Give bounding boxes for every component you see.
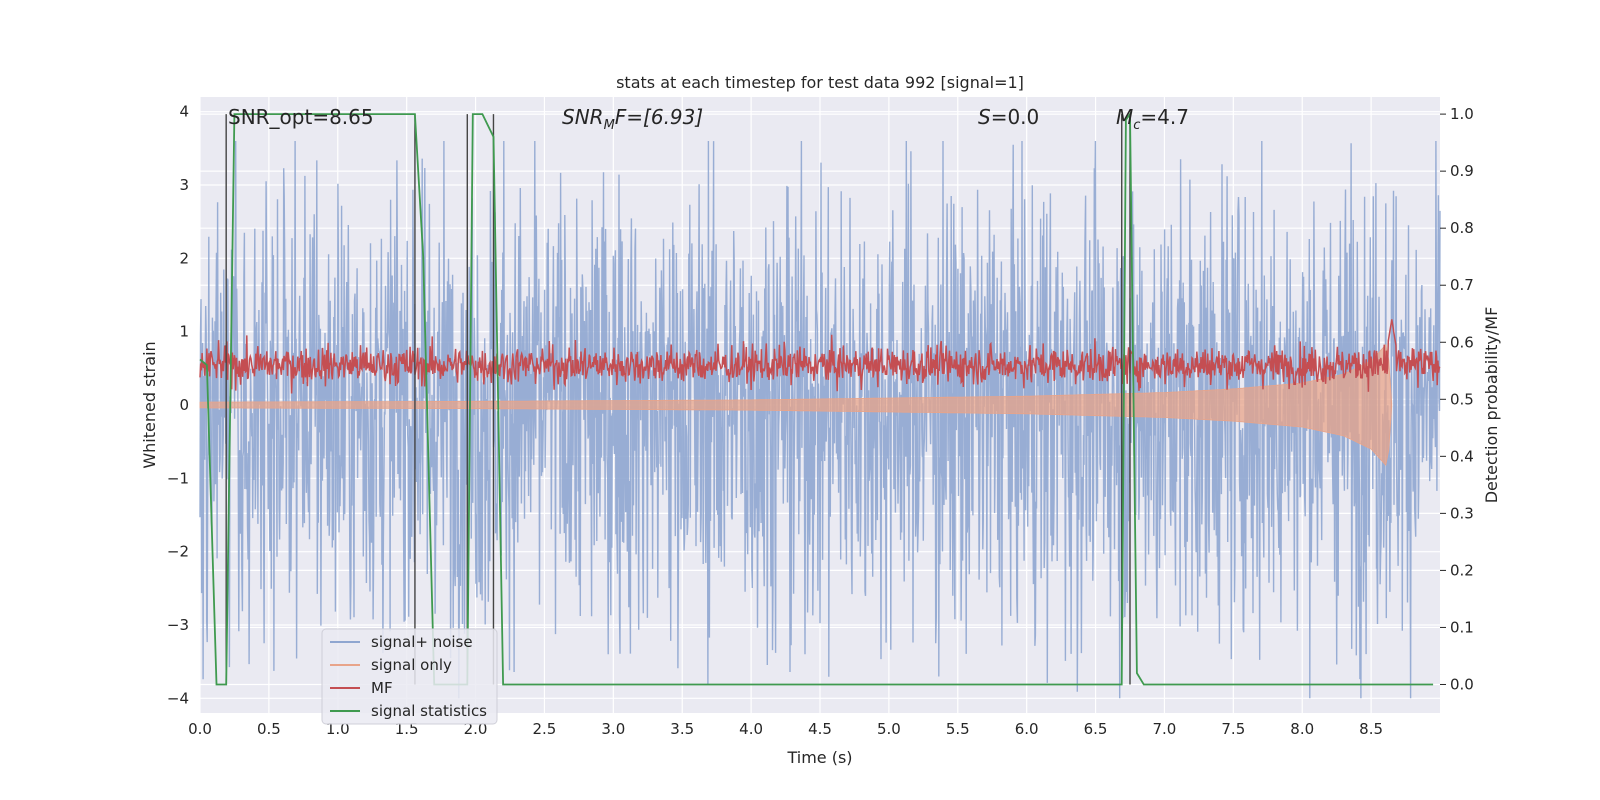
x-tick-label: 3.0 — [601, 720, 625, 738]
right-tick-label: 0.8 — [1450, 219, 1474, 237]
legend: signal+ noise signal only MF signal stat… — [321, 628, 498, 725]
x-tick-label: 0.0 — [188, 720, 212, 738]
x-tick-label: 8.0 — [1290, 720, 1314, 738]
signal-statistics-line — [199, 111, 1434, 686]
y-tick-label: 1 — [179, 323, 189, 341]
x-tick-label: 2.5 — [533, 720, 557, 738]
legend-label-mf: MF — [371, 679, 393, 697]
x-tick-label: 6.0 — [1015, 720, 1039, 738]
x-tick-label: 3.5 — [670, 720, 694, 738]
x-tick-label: 5.0 — [877, 720, 901, 738]
annotation-mc-sub: c — [1133, 118, 1140, 133]
annotation-s: S=0.0 — [978, 105, 1039, 129]
legend-label-signal-only: signal only — [371, 656, 452, 674]
y-tick-label: −4 — [167, 689, 189, 707]
signal-statistics-series — [199, 111, 1434, 686]
annotation-snr-opt: SNR_opt=8.65 — [228, 105, 374, 129]
annotation-s-main: S — [978, 105, 991, 129]
right-tick-label: 0.5 — [1450, 390, 1474, 408]
x-tick-label: 6.5 — [1084, 720, 1108, 738]
y-tick-label: 3 — [179, 176, 189, 194]
annotation-snr-mf-rest: F=[6.93] — [615, 105, 703, 129]
right-tick-label: 0.7 — [1450, 276, 1474, 294]
legend-box — [321, 628, 498, 725]
right-axis-label: Detection probability/MF — [1482, 307, 1501, 504]
mf-line — [199, 319, 1441, 394]
annotation-mc: Mc=4.7 — [1116, 105, 1189, 133]
mf-series — [199, 319, 1441, 394]
y-axis-label: Whitened strain — [140, 341, 159, 468]
annotation-mc-rest: =4.7 — [1140, 105, 1189, 129]
x-tick-label: 7.5 — [1221, 720, 1245, 738]
signal-only-envelope — [199, 343, 1393, 467]
annotation-mc-main: M — [1116, 105, 1133, 129]
y-tick-label: 0 — [179, 396, 189, 414]
x-tick-label: 4.0 — [739, 720, 763, 738]
y-tick-label: −1 — [167, 469, 189, 487]
annotation-snr-mf-sub: M — [604, 118, 615, 133]
y-tick-label: −2 — [167, 543, 189, 561]
chart-title: stats at each timestep for test data 992… — [616, 73, 1024, 92]
x-tick-label: 8.5 — [1359, 720, 1383, 738]
y-tick-label: 4 — [179, 103, 189, 121]
right-tick-label: 0.4 — [1450, 447, 1474, 465]
legend-label-signal-statistics: signal statistics — [371, 702, 487, 720]
right-tick-label: 1.0 — [1450, 105, 1474, 123]
x-tick-label: 4.5 — [808, 720, 832, 738]
right-tick-label: 0.9 — [1450, 162, 1474, 180]
annotation-s-rest: =0.0 — [991, 105, 1040, 129]
x-tick-label: 0.5 — [257, 720, 281, 738]
annotation-snr-mf-main: SNR — [562, 105, 604, 129]
x-tick-label: 5.5 — [946, 720, 970, 738]
x-tick-label: 7.0 — [1153, 720, 1177, 738]
annotation-snr-mf: SNRMF=[6.93] — [562, 105, 703, 133]
right-axis-ticks: 0.0 0.1 0.2 0.3 0.4 0.5 0.6 0.7 0.8 0.9 1.0 — [1440, 105, 1474, 693]
y-tick-label: 2 — [179, 249, 189, 267]
y-tick-label: −3 — [167, 616, 189, 634]
signal-only-series — [199, 343, 1393, 467]
right-tick-label: 0.2 — [1450, 561, 1474, 579]
right-tick-label: 0.3 — [1450, 504, 1474, 522]
y-axis-ticks: −4 −3 −2 −1 0 1 2 3 4 — [167, 103, 189, 708]
right-tick-label: 0.0 — [1450, 675, 1474, 693]
x-axis-label: Time (s) — [786, 748, 852, 767]
right-tick-label: 0.6 — [1450, 333, 1474, 351]
legend-label-signal-noise: signal+ noise — [371, 633, 473, 651]
right-tick-label: 0.1 — [1450, 618, 1474, 636]
